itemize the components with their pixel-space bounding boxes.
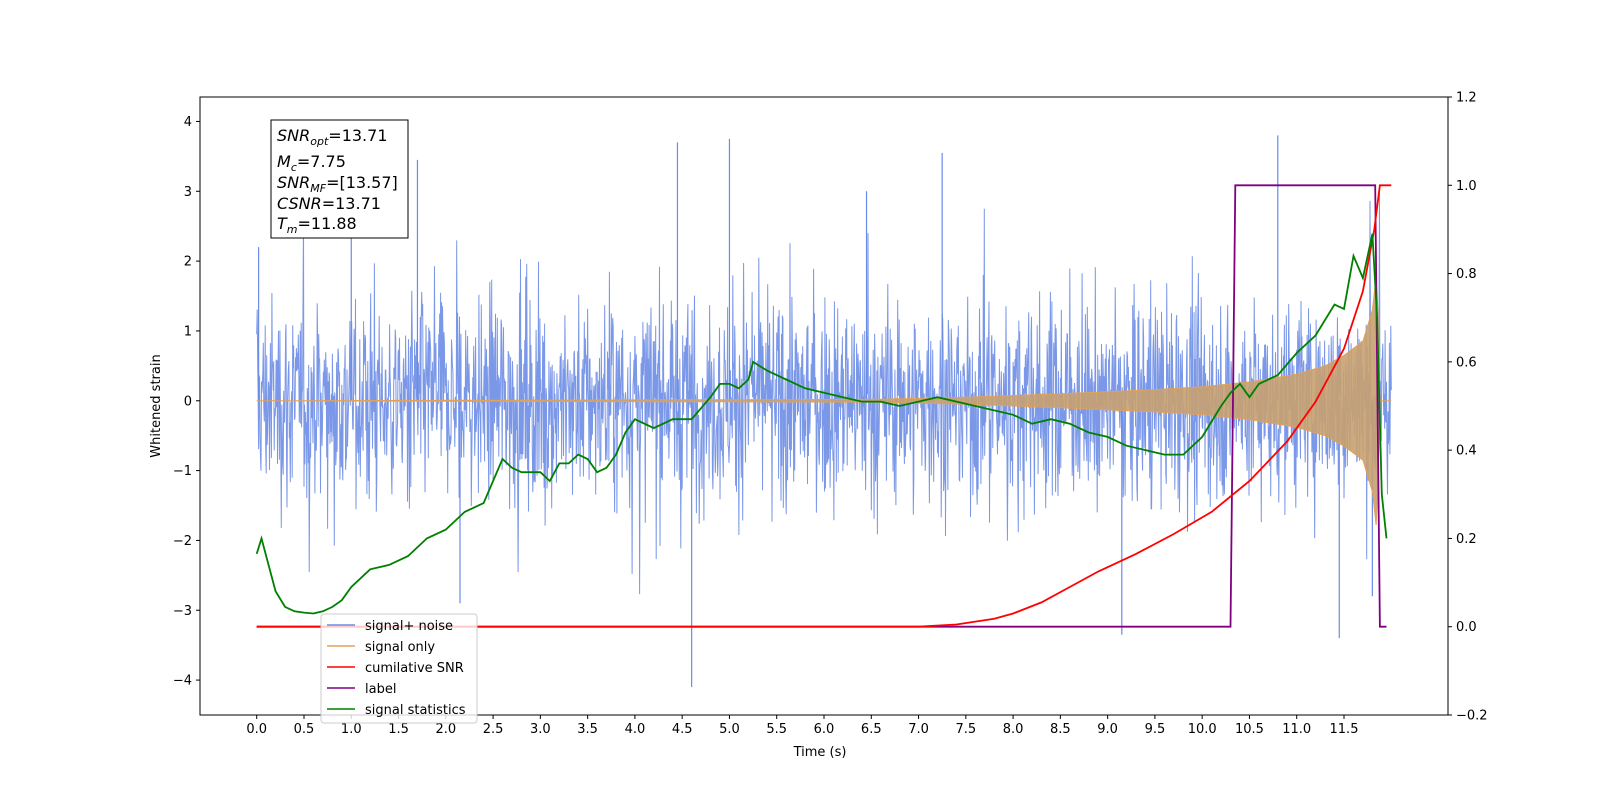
legend-item-label: label bbox=[327, 682, 396, 697]
info-box: SNRopt=13.71 Mc=7.75 SNRMF=[13.57] CSNR=… bbox=[270, 119, 409, 239]
x-tick-label: 4.5 bbox=[672, 722, 693, 737]
right-axis-series bbox=[255, 184, 1392, 628]
x-tick-label: 6.5 bbox=[861, 722, 882, 737]
svg-text:signal statistics: signal statistics bbox=[365, 703, 466, 718]
x-tick-label: 6.0 bbox=[814, 722, 835, 737]
noise-series bbox=[256, 135, 1392, 688]
x-tick-label: 5.0 bbox=[719, 722, 740, 737]
x-axis-label: Time (s) bbox=[793, 745, 847, 760]
cumulative-snr-line bbox=[256, 184, 1392, 628]
tm-value: =11.88 bbox=[298, 214, 357, 233]
y-tick-right-label: 0.0 bbox=[1456, 620, 1477, 635]
svg-text:Tm=11.88: Tm=11.88 bbox=[277, 214, 357, 236]
y-tick-left-label: −3 bbox=[173, 604, 192, 619]
left-y-axis: 4 3 2 1 0 −1 −2 −3 −4 bbox=[173, 115, 200, 689]
y-tick-right-label: 1.0 bbox=[1456, 179, 1477, 194]
x-tick-label: 3.5 bbox=[577, 722, 598, 737]
x-tick-label: 11.5 bbox=[1330, 722, 1359, 737]
x-tick-label: 7.0 bbox=[908, 722, 929, 737]
x-tick-label: 1.5 bbox=[388, 722, 409, 737]
y-tick-left-label: −1 bbox=[173, 464, 192, 479]
svg-text:Mc=7.75: Mc=7.75 bbox=[277, 152, 346, 174]
legend-item-cumulative-snr: cumilative SNR bbox=[327, 661, 464, 676]
y-tick-left-label: 2 bbox=[184, 255, 192, 270]
x-tick-label: 10.5 bbox=[1235, 722, 1264, 737]
csnr-value: =13.71 bbox=[322, 194, 381, 213]
legend-item-statistics: signal statistics bbox=[327, 703, 466, 718]
y-tick-left-label: −2 bbox=[173, 534, 192, 549]
x-tick-label: 5.5 bbox=[766, 722, 787, 737]
svg-text:CSNR=13.71: CSNR=13.71 bbox=[277, 194, 381, 213]
x-tick-label: 11.0 bbox=[1282, 722, 1311, 737]
svg-text:label: label bbox=[365, 682, 396, 697]
x-tick-label: 1.0 bbox=[341, 722, 362, 737]
x-tick-label: 2.0 bbox=[435, 722, 456, 737]
y-tick-right-label: 1.2 bbox=[1456, 91, 1477, 106]
x-tick-label: 9.5 bbox=[1145, 722, 1166, 737]
x-tick-label: 3.0 bbox=[530, 722, 551, 737]
mc-value: =7.75 bbox=[297, 152, 346, 171]
x-tick-label: 7.5 bbox=[955, 722, 976, 737]
y-tick-right-label: 0.2 bbox=[1456, 532, 1477, 547]
y-tick-left-label: 4 bbox=[184, 115, 192, 130]
y-tick-left-label: 1 bbox=[184, 324, 192, 339]
y-tick-right-label: 0.4 bbox=[1456, 444, 1477, 459]
y-tick-left-label: 3 bbox=[184, 185, 192, 200]
svg-text:SNRopt=13.71: SNRopt=13.71 bbox=[277, 126, 388, 148]
x-axis: 0.0 0.5 1.0 1.5 2.0 2.5 3.0 3.5 4.0 4.5 5.0 5.5 6.0 6… bbox=[246, 715, 1358, 737]
x-tick-label: 8.5 bbox=[1050, 722, 1071, 737]
x-tick-label: 10.0 bbox=[1188, 722, 1217, 737]
y-tick-right-label: 0.6 bbox=[1456, 355, 1477, 370]
y-tick-right-label: −0.2 bbox=[1456, 709, 1488, 724]
legend-item-noise: signal+ noise bbox=[327, 619, 453, 634]
noise-line bbox=[256, 193, 1392, 595]
statistics-line bbox=[255, 233, 1388, 615]
legend-item-signal: signal only bbox=[327, 640, 435, 655]
y-tick-left-label: 0 bbox=[184, 394, 192, 409]
y-tick-right-label: 0.8 bbox=[1456, 267, 1477, 282]
right-y-axis: 1.2 1.0 0.8 0.6 0.4 0.2 0.0 −0.2 bbox=[1448, 91, 1488, 724]
x-tick-label: 9.0 bbox=[1097, 722, 1118, 737]
svg-text:SNRMF=[13.57]: SNRMF=[13.57] bbox=[277, 173, 398, 195]
x-tick-label: 8.0 bbox=[1003, 722, 1024, 737]
snr-opt-value: =13.71 bbox=[328, 126, 387, 145]
x-tick-label: 0.5 bbox=[294, 722, 315, 737]
x-tick-label: 4.0 bbox=[625, 722, 646, 737]
signal-only-line bbox=[256, 276, 1392, 526]
legend: signal+ noise signal only cumilative SNR… bbox=[320, 613, 478, 724]
svg-text:signal+ noise: signal+ noise bbox=[365, 619, 453, 634]
y-axis-label: Whitened strain bbox=[149, 354, 164, 457]
x-tick-label: 2.5 bbox=[483, 722, 504, 737]
label-line bbox=[256, 184, 1387, 628]
x-tick-label: 0.0 bbox=[246, 722, 267, 737]
svg-text:cumilative SNR: cumilative SNR bbox=[365, 661, 464, 676]
snr-mf-value: =[13.57] bbox=[326, 173, 398, 192]
svg-text:signal only: signal only bbox=[365, 640, 435, 655]
y-tick-left-label: −4 bbox=[173, 674, 192, 689]
signal-only-series bbox=[256, 276, 1392, 526]
